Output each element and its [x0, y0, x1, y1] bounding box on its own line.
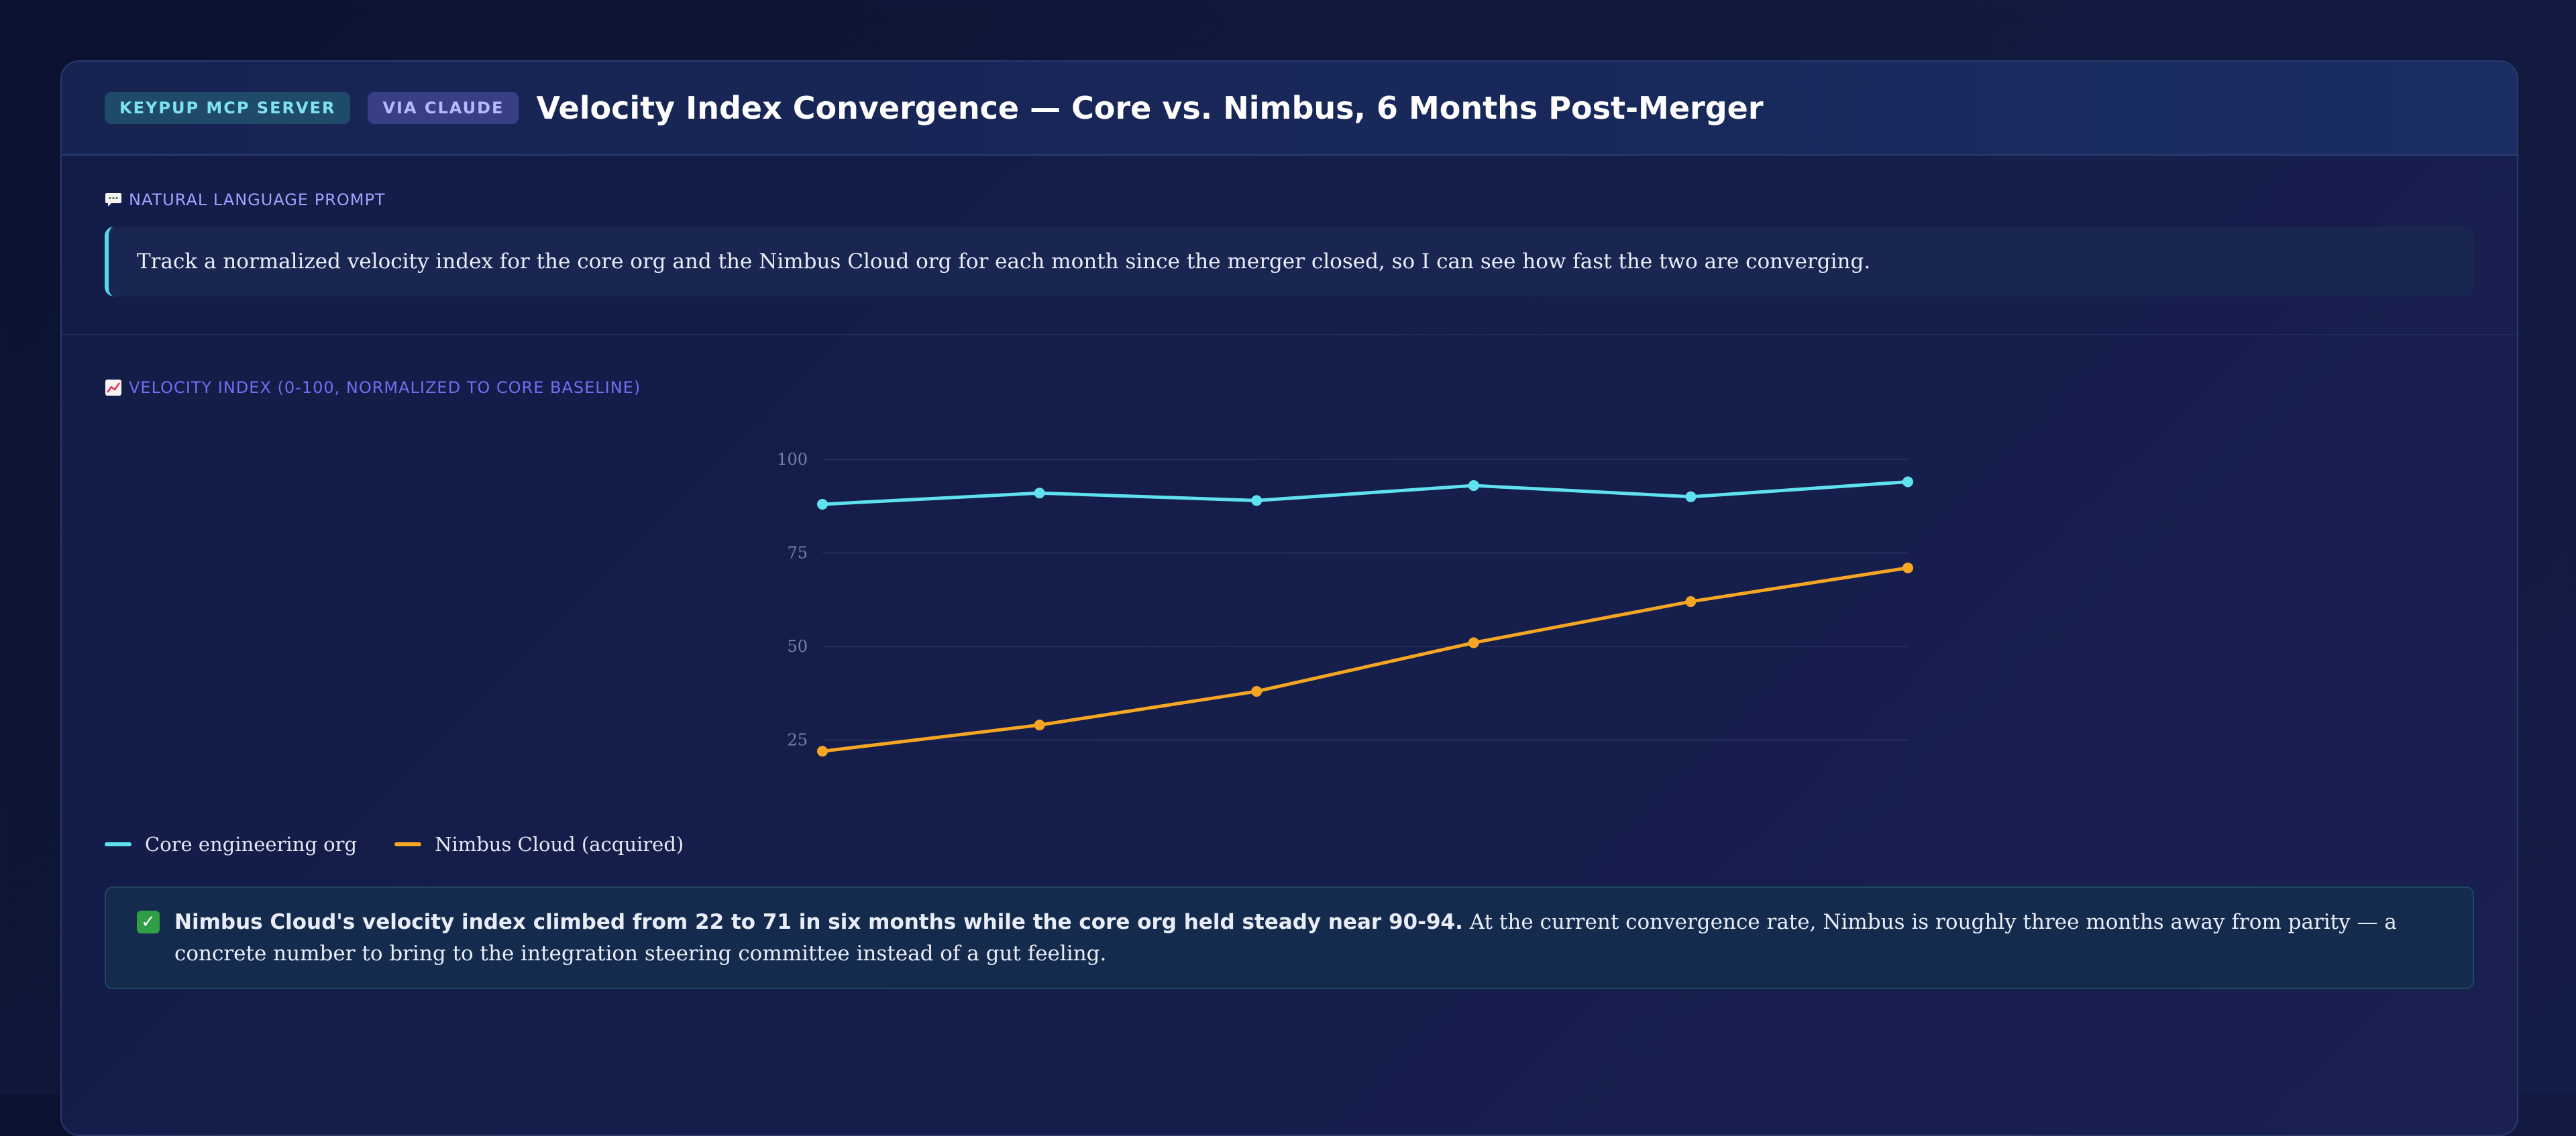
prompt-label-text: NATURAL LANGUAGE PROMPT: [129, 190, 386, 209]
legend-swatch-core: [105, 842, 131, 846]
data-point-core[interactable]: [1034, 488, 1045, 499]
data-point-nimbus[interactable]: [1034, 720, 1045, 731]
report-card: KEYPUP MCP SERVER VIA CLAUDE Velocity In…: [60, 60, 2518, 1136]
data-point-nimbus[interactable]: [1685, 596, 1697, 608]
chart-section: VELOCITY INDEX (0-100, NORMALIZED TO COR…: [62, 335, 2517, 989]
data-point-core[interactable]: [1468, 480, 1479, 492]
data-point-core[interactable]: [817, 498, 828, 510]
chart-area: 0255075100M+1M+2M+3M+4M+5M+6: [62, 397, 2517, 864]
check-mark-icon: ✓: [137, 911, 160, 933]
prompt-section: NATURAL LANGUAGE PROMPT Track a normaliz…: [62, 156, 2517, 335]
summary-bold-text: Nimbus Cloud's velocity index climbed fr…: [174, 910, 1463, 934]
legend-item-nimbus: Nimbus Cloud (acquired): [394, 833, 684, 856]
legend-item-core: Core engineering org: [105, 833, 357, 856]
prompt-section-label: NATURAL LANGUAGE PROMPT: [105, 190, 2474, 209]
series-line-nimbus: [822, 566, 1909, 753]
data-point-nimbus[interactable]: [817, 746, 828, 757]
legend-swatch-nimbus: [394, 842, 422, 846]
data-point-core[interactable]: [1902, 476, 1913, 488]
data-point-nimbus[interactable]: [1902, 562, 1913, 573]
page-title: Velocity Index Convergence — Core vs. Ni…: [536, 90, 1764, 126]
server-badge: KEYPUP MCP SERVER: [105, 92, 351, 124]
legend-label-nimbus: Nimbus Cloud (acquired): [435, 833, 684, 856]
series-line-core: [822, 479, 1909, 506]
legend-label-core: Core engineering org: [145, 833, 358, 856]
chart-legend: Core engineering org Nimbus Cloud (acqui…: [105, 833, 2474, 856]
prompt-text: Track a normalized velocity index for th…: [105, 227, 2474, 296]
y-tick-label: 25: [787, 731, 808, 750]
data-point-nimbus[interactable]: [1468, 637, 1479, 648]
summary-body-text: At the current convergence rate, Nimbus …: [174, 910, 2397, 966]
y-tick-label: 50: [787, 637, 808, 656]
data-point-nimbus[interactable]: [1251, 685, 1263, 697]
line-chart: 0255075100M+1M+2M+3M+4M+5M+6: [777, 450, 1926, 864]
y-tick-label: 0: [798, 824, 808, 826]
summary-callout: ✓ Nimbus Cloud's velocity index climbed …: [105, 887, 2474, 989]
summary-text: Nimbus Cloud's velocity index climbed fr…: [174, 907, 2442, 969]
via-badge: VIA CLAUDE: [368, 92, 519, 124]
y-tick-label: 75: [787, 544, 808, 563]
data-point-core[interactable]: [1685, 491, 1697, 502]
y-tick-label: 100: [777, 450, 808, 469]
chart-label-text: VELOCITY INDEX (0-100, NORMALIZED TO COR…: [129, 378, 641, 397]
chart-section-label: VELOCITY INDEX (0-100, NORMALIZED TO COR…: [105, 378, 2474, 397]
data-point-core[interactable]: [1251, 495, 1263, 506]
card-header: KEYPUP MCP SERVER VIA CLAUDE Velocity In…: [62, 62, 2517, 156]
speech-bubble-icon: [105, 193, 121, 207]
chart-increasing-icon: [105, 380, 121, 396]
